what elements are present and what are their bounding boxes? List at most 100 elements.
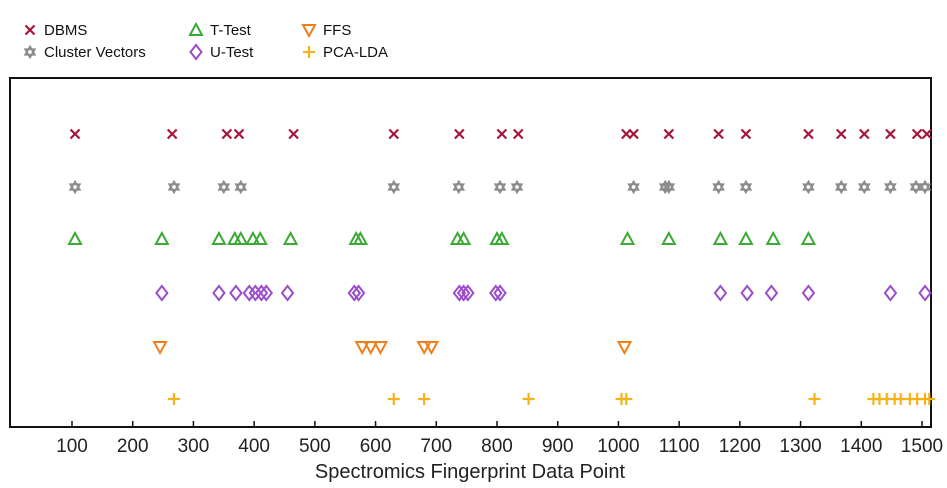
x-tick-label: 1100	[659, 436, 700, 457]
data-point	[713, 284, 728, 302]
data-point	[347, 284, 362, 302]
data-point	[167, 179, 181, 195]
legend-marker	[301, 24, 317, 39]
legend-label: T-Test	[210, 22, 252, 39]
data-point	[388, 128, 400, 140]
data-point	[217, 179, 231, 195]
data-point	[489, 284, 503, 302]
data-point	[211, 230, 227, 245]
data-point	[738, 230, 754, 245]
x-tick-label: 400	[238, 436, 270, 457]
data-point	[423, 341, 440, 356]
data-point	[282, 230, 299, 245]
legend-item: FFS	[301, 22, 351, 39]
x-tick-label: 300	[178, 436, 210, 457]
legend-label: Cluster Vectors	[44, 44, 146, 61]
x-tick-label: 700	[420, 436, 452, 457]
data-point	[493, 179, 507, 195]
x-tick-label: 1500	[901, 436, 943, 457]
data-point	[662, 179, 676, 195]
data-point	[627, 179, 640, 195]
data-point	[801, 284, 816, 302]
legend-marker	[188, 21, 204, 36]
data-point	[857, 179, 871, 195]
data-point	[387, 393, 400, 405]
data-point	[245, 230, 261, 245]
data-point	[803, 128, 814, 140]
legend-label: DBMS	[44, 22, 87, 39]
data-point	[923, 393, 936, 405]
data-point	[252, 230, 268, 245]
data-point	[918, 179, 932, 195]
data-point	[764, 284, 779, 302]
data-point	[859, 128, 870, 140]
series-dbms	[69, 128, 933, 140]
data-point	[234, 179, 248, 195]
data-marks	[67, 128, 936, 405]
legend-item: U-Test	[189, 43, 254, 61]
data-point	[351, 284, 366, 302]
data-point	[512, 128, 524, 140]
data-point	[155, 284, 169, 302]
data-point	[911, 128, 923, 140]
data-point	[166, 128, 178, 140]
data-point	[288, 128, 299, 140]
plot-area-frame	[9, 77, 932, 428]
series-ffs	[152, 341, 633, 356]
x-tick-label: 800	[481, 436, 513, 457]
data-point	[254, 284, 269, 302]
data-point	[510, 179, 524, 195]
data-point	[212, 284, 226, 302]
data-point	[280, 284, 295, 302]
data-point	[800, 230, 817, 245]
data-point	[494, 230, 510, 245]
data-point	[835, 128, 847, 140]
data-point	[154, 230, 170, 245]
data-point	[918, 284, 932, 302]
data-point	[808, 393, 821, 405]
data-point	[496, 128, 508, 140]
x-tick-label: 1300	[779, 436, 821, 457]
series-t-test	[67, 230, 817, 245]
data-point	[455, 230, 472, 245]
data-point	[363, 341, 379, 356]
series-pca-lda	[168, 393, 936, 405]
data-point	[416, 341, 432, 356]
x-axis-title: Spectromics Fingerprint Data Point	[315, 461, 626, 483]
legend-item: PCA-LDA	[303, 44, 388, 61]
data-point	[885, 128, 896, 140]
data-point	[229, 284, 243, 302]
data-point	[713, 128, 724, 140]
data-point	[884, 179, 897, 195]
x-tick-label: 1200	[719, 436, 761, 457]
data-point	[802, 179, 815, 195]
data-point	[616, 341, 633, 356]
x-tick-label: 1000	[597, 436, 639, 457]
data-point	[461, 284, 475, 302]
data-point	[663, 128, 675, 140]
legend-marker	[24, 24, 36, 36]
legend-item: DBMS	[24, 22, 87, 39]
legend-label: PCA-LDA	[323, 44, 388, 61]
data-point	[712, 230, 729, 245]
data-point	[352, 230, 369, 245]
legend: DBMS Cluster Vectors T-Test U-Test FFS PCA-LD…	[23, 21, 388, 61]
data-point	[620, 393, 633, 405]
x-axis: 100 200 300 400 500 600 700 800 900 1000 1100 1200 1…	[56, 421, 943, 457]
data-point	[372, 341, 389, 356]
data-point	[522, 393, 535, 405]
data-point	[418, 393, 431, 405]
x-tick-label: 900	[542, 436, 574, 457]
data-point	[221, 128, 233, 140]
legend-item: T-Test	[188, 21, 252, 39]
data-point	[740, 128, 752, 140]
series-cluster-vectors	[68, 179, 932, 195]
data-point	[233, 128, 245, 140]
x-tick-label: 600	[360, 436, 392, 457]
legend-marker	[189, 43, 203, 61]
data-point	[456, 284, 471, 302]
legend-label: U-Test	[210, 44, 254, 61]
data-point	[454, 128, 465, 140]
data-point	[765, 230, 781, 245]
data-point	[168, 393, 180, 405]
